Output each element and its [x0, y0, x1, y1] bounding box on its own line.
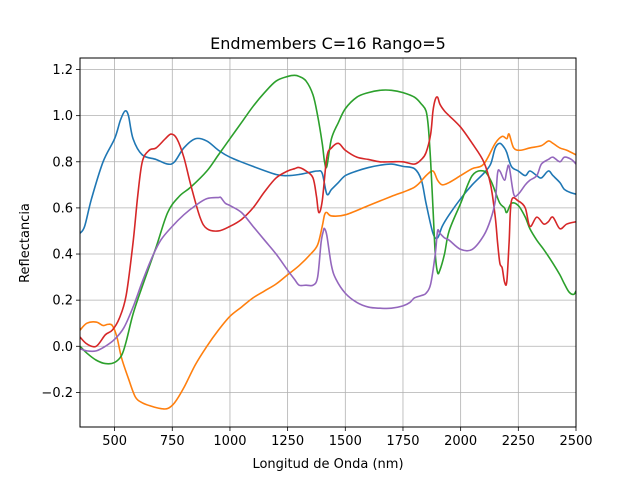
x-tick-label: 2000 — [444, 434, 477, 449]
series-line-4 — [80, 96, 576, 348]
x-tick-label: 2250 — [502, 434, 535, 449]
x-tick-label: 1750 — [386, 434, 419, 449]
x-tick-label: 500 — [102, 434, 127, 449]
x-axis-label: Longitud de Onda (nm) — [252, 457, 403, 472]
plot-frame — [79, 57, 577, 428]
series-line-2 — [80, 133, 576, 410]
series-layer — [80, 74, 576, 410]
x-tick-label: 750 — [160, 434, 185, 449]
y-tick-label: 0.4 — [52, 248, 73, 263]
y-tick-label: 0.8 — [52, 155, 73, 170]
y-axis-label: Reflectancia — [18, 203, 33, 283]
x-tick-label: 2500 — [559, 434, 592, 449]
ticks: 500 750 1000 1250 1500 1750 2000 2250 2500 −0.2 0.… — [41, 63, 592, 449]
y-tick-label: −0.2 — [41, 386, 73, 401]
y-tick-label: 0.6 — [52, 201, 73, 216]
series-line-5 — [80, 156, 576, 353]
y-tick-label: 0.0 — [52, 340, 73, 355]
y-tick-label: 0.2 — [52, 294, 73, 309]
y-tick-label: 1.0 — [52, 109, 73, 124]
y-tick-label: 1.2 — [52, 63, 73, 78]
chart-title: Endmembers C=16 Rango=5 — [210, 34, 446, 53]
x-tick-label: 1500 — [329, 434, 362, 449]
x-tick-label: 1250 — [271, 434, 304, 449]
x-tick-label: 1000 — [213, 434, 246, 449]
series-line-1 — [80, 109, 576, 240]
